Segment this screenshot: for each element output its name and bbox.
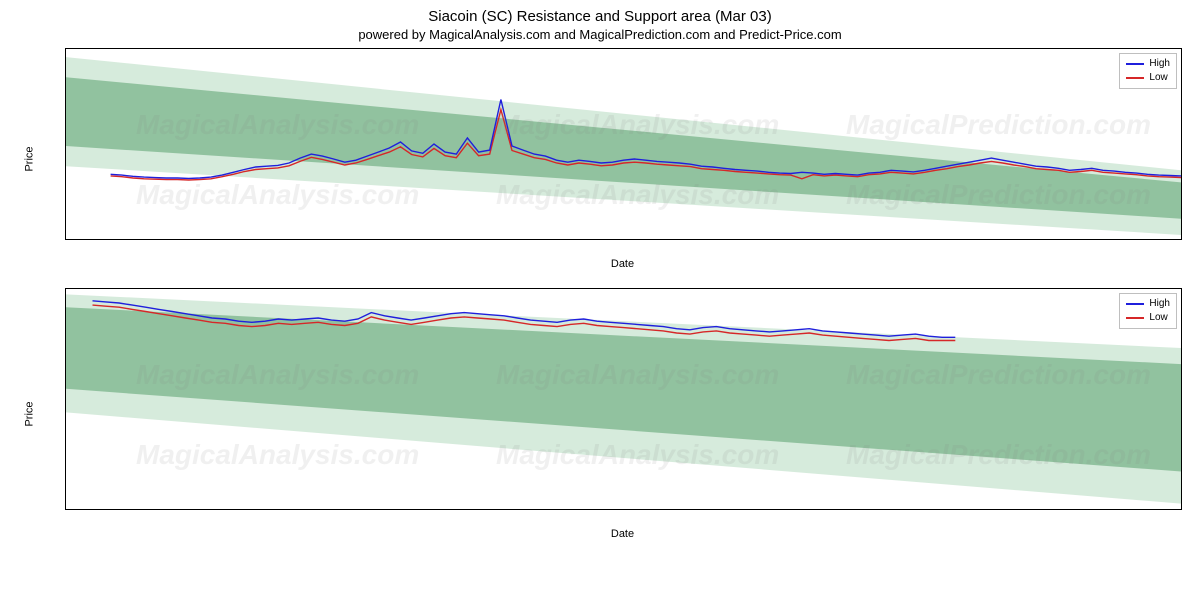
chart1-ylabel: Price [24,146,36,171]
chart-title: Siacoin (SC) Resistance and Support area… [0,0,1200,25]
chart2-ylabel: Price [24,401,36,426]
chart-svg [66,289,1181,509]
legend-label-high: High [1149,57,1170,71]
legend-label-low: Low [1149,71,1167,85]
figure-container: Siacoin (SC) Resistance and Support area… [0,0,1200,600]
chart1-plot-area: High Low −0.010.000.010.020.032023-07202… [65,48,1182,240]
chart1-legend: High Low [1119,53,1177,89]
chart2-wrap: Price High Low −0.010−0.0050.0000.005202… [65,288,1180,540]
chart-svg [66,49,1181,239]
legend-label-low: Low [1149,311,1167,325]
chart1-xlabel: Date [65,258,1180,270]
legend-row-high: High [1126,57,1170,71]
legend-swatch-high [1126,303,1144,305]
legend-row-low: Low [1126,71,1170,85]
legend-swatch-low [1126,317,1144,319]
chart2-plot-area: High Low −0.010−0.0050.0000.0052024-12-1… [65,288,1182,510]
legend-swatch-high [1126,63,1144,65]
chart1-wrap: Price High Low −0.010.000.010.020.032023… [65,48,1180,270]
chart-subtitle: powered by MagicalAnalysis.com and Magic… [0,25,1200,42]
chart2-legend: High Low [1119,293,1177,329]
legend-label-high: High [1149,297,1170,311]
legend-swatch-low [1126,77,1144,79]
chart2-xlabel: Date [65,528,1180,540]
legend-row-high: High [1126,297,1170,311]
legend-row-low: Low [1126,311,1170,325]
